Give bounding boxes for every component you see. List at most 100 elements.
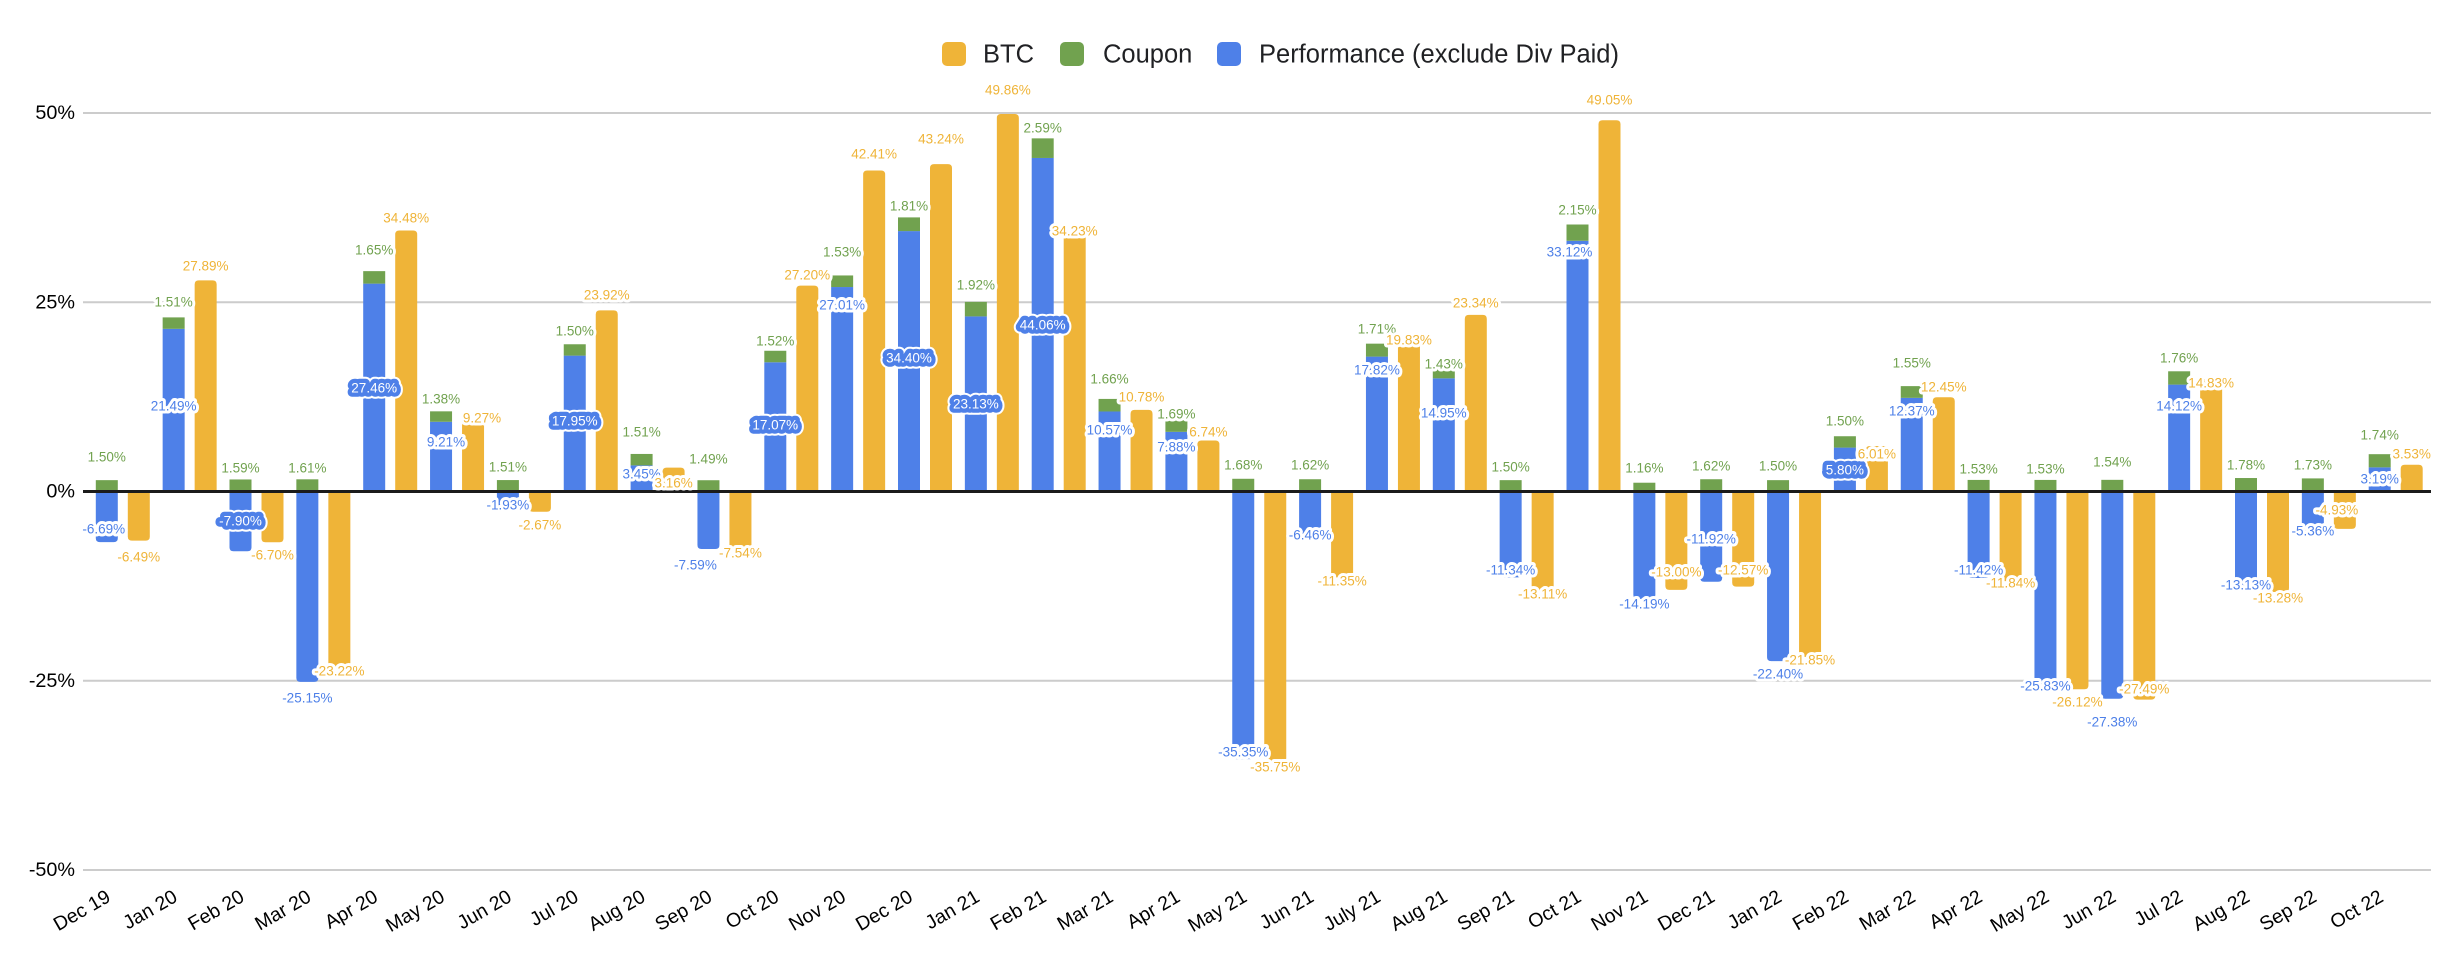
svg-text:1.74%: 1.74%	[2361, 428, 2399, 443]
svg-text:1.43%: 1.43%	[1425, 357, 1463, 372]
svg-text:14.12%: 14.12%	[2156, 399, 2202, 414]
svg-text:-23.22%: -23.22%	[314, 664, 364, 679]
svg-text:34.40%: 34.40%	[886, 351, 932, 366]
svg-text:25%: 25%	[35, 291, 75, 313]
svg-text:23.13%: 23.13%	[953, 397, 999, 412]
svg-text:27.46%: 27.46%	[351, 381, 397, 396]
svg-text:1.71%: 1.71%	[1358, 322, 1396, 337]
svg-text:-6.49%: -6.49%	[117, 550, 160, 565]
svg-text:3.19%: 3.19%	[2361, 472, 2399, 487]
svg-text:Performance (exclude Div Paid): Performance (exclude Div Paid)	[1259, 41, 1619, 69]
svg-text:1.68%: 1.68%	[1224, 458, 1262, 473]
svg-text:50%: 50%	[35, 102, 75, 124]
svg-text:1.50%: 1.50%	[1826, 414, 1864, 429]
svg-text:1.16%: 1.16%	[1625, 461, 1663, 476]
svg-text:-5.36%: -5.36%	[2291, 524, 2334, 539]
svg-text:23.92%: 23.92%	[584, 288, 630, 303]
svg-text:1.38%: 1.38%	[422, 392, 460, 407]
svg-text:1.50%: 1.50%	[88, 450, 126, 465]
svg-text:3.45%: 3.45%	[622, 467, 660, 482]
svg-text:-11.84%: -11.84%	[1986, 576, 2035, 591]
svg-text:10.78%: 10.78%	[1119, 390, 1165, 405]
svg-text:44.06%: 44.06%	[1020, 318, 1066, 333]
svg-text:23.34%: 23.34%	[1453, 296, 1499, 311]
svg-text:23.13%: 23.13%	[953, 397, 999, 412]
svg-text:1.62%: 1.62%	[1692, 459, 1730, 474]
svg-text:17.07%: 17.07%	[752, 418, 798, 433]
svg-text:17.95%: 17.95%	[552, 414, 598, 429]
svg-text:17.95%: 17.95%	[552, 414, 598, 429]
svg-text:1.65%: 1.65%	[355, 243, 393, 258]
svg-text:6.74%: 6.74%	[1189, 425, 1227, 440]
svg-text:-11.92%: -11.92%	[1687, 532, 1736, 547]
svg-text:1.61%: 1.61%	[288, 461, 326, 476]
svg-text:10.57%: 10.57%	[1087, 423, 1133, 438]
svg-text:1.92%: 1.92%	[957, 278, 995, 293]
svg-text:1.52%: 1.52%	[756, 334, 794, 349]
svg-text:-13.28%: -13.28%	[2253, 591, 2303, 606]
svg-text:1.50%: 1.50%	[556, 324, 594, 339]
svg-text:-25.83%: -25.83%	[2020, 679, 2070, 694]
svg-text:14.83%: 14.83%	[2188, 376, 2234, 391]
svg-text:33.12%: 33.12%	[1547, 245, 1593, 260]
svg-text:-13.13%: -13.13%	[2221, 578, 2271, 593]
svg-text:-7.90%: -7.90%	[219, 514, 262, 529]
svg-text:7.88%: 7.88%	[1157, 440, 1195, 455]
svg-text:1.73%: 1.73%	[2294, 458, 2332, 473]
svg-text:6.01%: 6.01%	[1858, 447, 1896, 462]
svg-text:-50%: -50%	[29, 859, 75, 881]
svg-text:1.49%: 1.49%	[689, 452, 727, 467]
svg-text:1.50%: 1.50%	[1759, 459, 1797, 474]
svg-text:1.54%: 1.54%	[2093, 455, 2131, 470]
svg-text:Coupon: Coupon	[1103, 41, 1192, 69]
svg-text:21.49%: 21.49%	[151, 399, 197, 414]
svg-text:12.45%: 12.45%	[1921, 380, 1967, 395]
svg-text:-13.00%: -13.00%	[1651, 565, 1701, 580]
svg-text:1.59%: 1.59%	[221, 461, 259, 476]
svg-text:34.40%: 34.40%	[886, 351, 932, 366]
svg-text:-27.49%: -27.49%	[2119, 682, 2169, 697]
svg-text:42.41%: 42.41%	[851, 147, 897, 162]
svg-text:-26.12%: -26.12%	[2052, 695, 2102, 710]
svg-text:19.83%: 19.83%	[1386, 333, 1432, 348]
svg-text:27.20%: 27.20%	[784, 268, 830, 283]
svg-text:3.16%: 3.16%	[654, 476, 692, 491]
svg-text:34.48%: 34.48%	[383, 211, 429, 226]
svg-text:-22.40%: -22.40%	[1753, 667, 1803, 682]
svg-text:9.21%: 9.21%	[427, 435, 465, 450]
svg-text:17.82%: 17.82%	[1354, 363, 1400, 378]
svg-text:1.78%: 1.78%	[2227, 458, 2265, 473]
svg-text:-14.19%: -14.19%	[1619, 597, 1669, 612]
svg-text:1.53%: 1.53%	[2026, 462, 2064, 477]
svg-text:3.53%: 3.53%	[2393, 447, 2431, 462]
svg-text:1.51%: 1.51%	[489, 460, 527, 475]
svg-text:-11.35%: -11.35%	[1317, 574, 1366, 589]
svg-text:-6.46%: -6.46%	[1289, 528, 1332, 543]
svg-text:1.53%: 1.53%	[823, 245, 861, 260]
svg-text:-6.69%: -6.69%	[82, 522, 125, 537]
svg-text:-11.42%: -11.42%	[1954, 563, 2003, 578]
svg-text:9.27%: 9.27%	[463, 411, 501, 426]
svg-text:44.06%: 44.06%	[1020, 318, 1066, 333]
svg-text:-13.11%: -13.11%	[1518, 587, 1567, 602]
svg-text:-27.38%: -27.38%	[2087, 715, 2137, 730]
svg-text:1.62%: 1.62%	[1291, 458, 1329, 473]
svg-text:2.15%: 2.15%	[1558, 203, 1596, 218]
svg-text:27.89%: 27.89%	[183, 259, 229, 274]
svg-text:2.59%: 2.59%	[1024, 121, 1062, 136]
svg-text:34.23%: 34.23%	[1052, 224, 1098, 239]
svg-text:-25%: -25%	[29, 670, 75, 692]
svg-text:1.53%: 1.53%	[1959, 462, 1997, 477]
svg-text:43.24%: 43.24%	[918, 132, 964, 147]
svg-text:-1.93%: -1.93%	[487, 498, 530, 513]
svg-text:49.05%: 49.05%	[1587, 93, 1633, 108]
svg-text:49.86%: 49.86%	[985, 83, 1031, 98]
svg-text:-7.90%: -7.90%	[219, 514, 262, 529]
svg-text:1.69%: 1.69%	[1157, 407, 1195, 422]
svg-text:-25.15%: -25.15%	[282, 691, 332, 706]
svg-text:-12.57%: -12.57%	[1718, 563, 1768, 578]
svg-text:BTC: BTC	[983, 41, 1034, 69]
svg-text:-4.93%: -4.93%	[2315, 503, 2358, 518]
svg-text:1.76%: 1.76%	[2160, 351, 2198, 366]
svg-text:1.81%: 1.81%	[890, 199, 928, 214]
